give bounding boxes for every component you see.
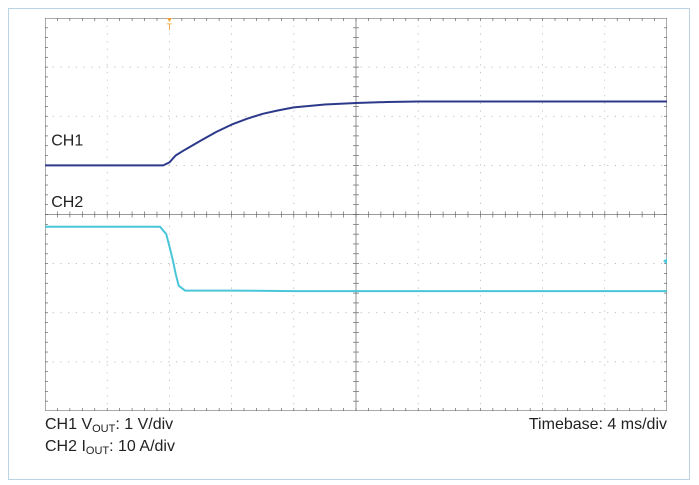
channel-label-ch1: CH1 [51, 133, 83, 150]
figure-frame [8, 8, 690, 480]
trace-ch2 [45, 225, 667, 293]
ch1-scale-label: CH1 VOUT: 1 V/div [45, 416, 174, 435]
trigger-marker-icon [167, 18, 172, 22]
ch2-level-marker-icon [663, 258, 667, 265]
trigger-marker-label: T [167, 22, 173, 32]
oscilloscope-plot: T CH1 CH2 [45, 18, 667, 411]
caption: CH1 VOUT: 1 V/div Timebase: 4 ms/div CH2… [45, 414, 667, 458]
traces [45, 100, 667, 293]
grid [45, 18, 667, 411]
channel-labels: CH1 CH2 [51, 133, 83, 211]
timebase-label: Timebase: 4 ms/div [528, 416, 667, 433]
trace-ch1 [45, 100, 667, 167]
ch2-scale-label: CH2 IOUT: 10 A/div [45, 438, 175, 457]
markers: T [167, 18, 667, 265]
caption-row-2: CH2 IOUT: 10 A/div [45, 436, 667, 458]
channel-label-ch2: CH2 [51, 194, 83, 211]
caption-row-1: CH1 VOUT: 1 V/div Timebase: 4 ms/div [45, 414, 667, 436]
